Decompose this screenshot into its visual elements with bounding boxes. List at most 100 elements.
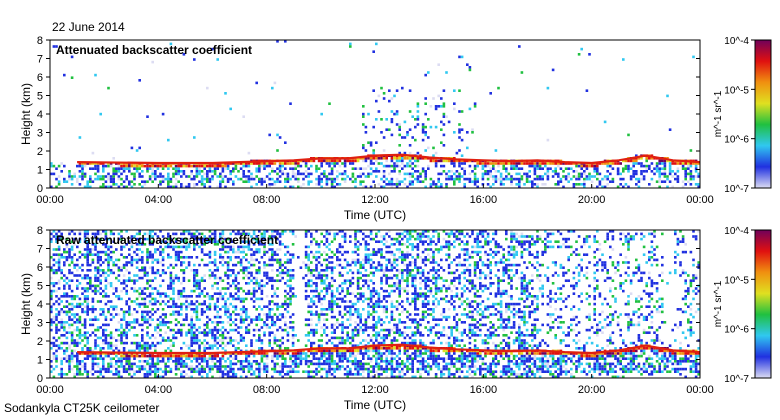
heatmap-cell: [408, 110, 412, 113]
heatmap-cell: [382, 172, 386, 176]
heatmap-cell: [291, 334, 295, 337]
heatmap-cell: [276, 149, 279, 152]
heatmap-cell: [89, 250, 92, 254]
heatmap-cell: [380, 341, 383, 345]
heatmap-cell: [200, 177, 204, 181]
heatmap-cell: [133, 279, 136, 282]
heatmap-cell: [304, 289, 308, 293]
heatmap-cell: [265, 318, 269, 321]
heatmap-cell: [442, 89, 446, 92]
heatmap-cell: [510, 180, 513, 183]
heatmap-cell: [193, 274, 196, 277]
heatmap-cell: [330, 326, 334, 329]
heatmap-cell: [463, 162, 466, 165]
heatmap-cell: [193, 276, 196, 280]
heatmap-cell: [294, 235, 297, 238]
heatmap-cell: [190, 235, 193, 238]
heatmap-cell: [336, 287, 339, 290]
heatmap-cell: [668, 167, 672, 170]
heatmap-cell: [268, 172, 271, 176]
heatmap-cell: [203, 334, 206, 337]
heatmap-cell: [697, 175, 700, 178]
heatmap-cell: [320, 172, 323, 176]
heatmap-cell: [68, 269, 71, 272]
heatmap-cell: [325, 360, 329, 363]
heatmap-cell: [164, 295, 167, 298]
heatmap-cell: [684, 162, 687, 165]
heatmap-cell: [265, 271, 269, 275]
heatmap-cell: [276, 230, 279, 233]
heatmap-cell: [315, 323, 318, 327]
heatmap-cell: [135, 341, 139, 345]
heatmap-cell: [434, 185, 438, 188]
heatmap-cell: [382, 185, 386, 188]
heatmap-cell: [403, 120, 407, 124]
heatmap-cell: [362, 159, 365, 163]
heatmap-cell: [195, 308, 199, 311]
heatmap-cell: [367, 253, 370, 256]
heatmap-cell: [320, 339, 323, 342]
y-tick-label: 5: [37, 91, 43, 103]
heatmap-cell: [294, 360, 297, 363]
heatmap-cell: [541, 162, 544, 165]
heatmap-cell: [351, 162, 355, 165]
heatmap-cell: [143, 347, 147, 350]
heatmap-cell: [502, 167, 505, 170]
heatmap-cell: [668, 172, 672, 176]
heatmap-cell: [536, 177, 539, 181]
heatmap-cell: [307, 175, 310, 178]
heatmap-cell: [268, 341, 271, 345]
heatmap-cell: [455, 151, 459, 155]
heatmap-cell: [372, 347, 375, 350]
heatmap-cell: [50, 321, 53, 324]
heatmap-cell: [104, 370, 108, 373]
heatmap-cell: [68, 354, 71, 358]
heatmap-cell: [362, 146, 365, 150]
heatmap-cell: [154, 328, 157, 332]
heatmap-cell: [382, 175, 386, 178]
heatmap-cell: [148, 373, 152, 376]
heatmap-cell: [242, 289, 245, 293]
heatmap-cell: [68, 248, 71, 251]
heatmap-cell: [167, 185, 170, 188]
heatmap-cell: [271, 279, 274, 282]
heatmap-cell: [372, 170, 375, 173]
heatmap-cell: [213, 365, 217, 368]
heatmap-cell: [385, 157, 388, 160]
heatmap-cell: [234, 318, 238, 321]
heatmap-cell: [372, 253, 375, 256]
heatmap-cell: [242, 115, 245, 118]
heatmap-cell: [440, 97, 443, 100]
heatmap-cell: [185, 308, 188, 311]
heatmap-cell: [232, 344, 235, 347]
heatmap-cell: [148, 365, 152, 368]
heatmap-cell: [185, 354, 188, 358]
heatmap-cell: [271, 276, 274, 280]
heatmap-cell: [648, 167, 651, 170]
heatmap-cell: [237, 177, 240, 181]
heatmap-cell: [356, 269, 360, 272]
heatmap-cell: [320, 313, 323, 316]
heatmap-cell: [68, 279, 71, 282]
heatmap-cell: [141, 302, 144, 306]
heatmap-cell: [325, 375, 329, 378]
heatmap-cell: [109, 282, 113, 285]
heatmap-cell: [128, 357, 131, 360]
heatmap-cell: [364, 243, 368, 246]
heatmap-cell: [278, 164, 282, 168]
heatmap-cell: [208, 180, 212, 183]
heatmap-cell: [96, 167, 100, 170]
heatmap-cell: [167, 339, 170, 342]
heatmap-cell: [312, 362, 316, 366]
heatmap-cell: [120, 235, 123, 238]
heatmap-cell: [408, 172, 412, 176]
heatmap-cell: [151, 170, 154, 173]
heatmap-cell: [122, 367, 126, 371]
heatmap-cell: [193, 289, 196, 293]
heatmap-cell: [239, 352, 243, 355]
heatmap-cell: [224, 367, 227, 371]
heatmap-cell: [315, 295, 318, 298]
heatmap-cell: [146, 347, 149, 350]
heatmap-cell: [117, 164, 121, 168]
heatmap-cell: [330, 167, 334, 170]
